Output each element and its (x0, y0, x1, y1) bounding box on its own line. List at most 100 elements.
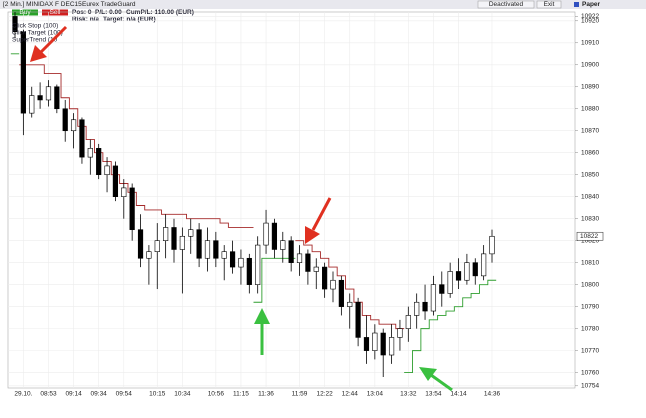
legend-entry: Click Target (100) (12, 30, 63, 37)
last-price-box (576, 231, 604, 241)
candle-body (213, 240, 219, 259)
mode-label: Paper (582, 1, 601, 8)
candle-body (37, 95, 43, 101)
y-tick-label: 10900 (581, 61, 599, 68)
candle-body (330, 279, 336, 290)
deactivated-button[interactable] (477, 0, 535, 9)
y-tick-label: 10754 (581, 383, 599, 390)
window-title: [2 Min.] MINIDAX F DEC15 (3, 1, 82, 8)
candle-body (472, 262, 478, 277)
x-tick-label: 08:53 (40, 391, 57, 398)
candle-body (221, 251, 227, 259)
x-tick-label: 13:54 (425, 391, 442, 398)
sell-button[interactable] (42, 9, 68, 16)
x-tick-label: 09:54 (116, 391, 133, 398)
candle-body (347, 301, 353, 307)
annotation-arrows (30, 25, 453, 392)
app-name: Eurex TradeGuard (82, 1, 136, 8)
candle-body (229, 251, 236, 268)
candle-body (129, 187, 135, 230)
plot-frame (7, 11, 576, 389)
candle-body (12, 16, 18, 33)
y-tick-label: 10840 (581, 193, 599, 200)
candle-body (388, 337, 395, 356)
candle-body (87, 148, 93, 158)
candle-body (489, 235, 495, 255)
candle-body (96, 148, 102, 176)
red-arrow (30, 25, 68, 62)
exit-label: Exit (544, 1, 555, 8)
y-tick-label: 10770 (581, 347, 599, 354)
y-tick-label: 10922 (581, 13, 599, 20)
y-tick-label: 10890 (581, 83, 599, 90)
x-tick-label: 10:34 (174, 391, 191, 398)
candle-body (196, 229, 202, 259)
x-tick-label: 12:22 (316, 391, 333, 398)
x-tick-label: 13:04 (367, 391, 384, 398)
x-tick-label: 14:14 (450, 391, 467, 398)
candle-body (363, 337, 370, 351)
x-tick-label: 10:56 (208, 391, 225, 398)
legend-entry: SuperTrend (10 (12, 37, 58, 44)
candle-body (112, 165, 119, 198)
candle-body (255, 244, 261, 285)
candle-body (20, 31, 26, 114)
y-tick-label: 10910 (581, 40, 599, 47)
candle-body (154, 240, 160, 252)
candle-body (322, 266, 328, 290)
x-tick-label: 09:34 (91, 391, 108, 398)
candle-body (372, 332, 378, 351)
candle-body (455, 271, 462, 281)
candle-body (146, 251, 152, 259)
x-tick-label: 11:15 (233, 391, 249, 398)
x-tick-label: 14:36 (484, 391, 501, 398)
x-tick-label: 13:32 (400, 391, 417, 398)
y-tick-label: 10790 (581, 303, 599, 310)
target: Target: n/a (EUR) (103, 16, 156, 23)
red-arrow (305, 197, 332, 244)
pl: P/L: 0.00 (95, 9, 122, 16)
candle-body (439, 284, 445, 294)
candle-body (397, 328, 403, 338)
candle-body (288, 240, 294, 263)
candle-body (188, 229, 194, 237)
candle-body (70, 119, 77, 132)
deactivated-label: Deactivated (489, 1, 524, 8)
green-arrow (254, 308, 270, 355)
candle-body (45, 86, 52, 101)
last-price-label: 10822 (580, 233, 598, 240)
buy-button[interactable] (12, 9, 38, 16)
candle-body (280, 240, 286, 250)
exit-button[interactable] (536, 0, 562, 9)
y-tick-label: 10810 (581, 259, 599, 266)
candle-body (305, 253, 311, 272)
candle-body (171, 227, 177, 250)
y-tick-label: 10850 (581, 171, 599, 178)
y-tick-label: 10920 (581, 18, 599, 25)
x-tick-label: 10:15 (149, 391, 166, 398)
candle-body (447, 271, 453, 294)
candle-body (238, 257, 244, 268)
x-tick-label: 29.10. (14, 391, 32, 398)
candle-body (380, 332, 386, 356)
candle-body (137, 229, 144, 259)
x-tick-label: 12:44 (342, 391, 359, 398)
candle-body (338, 279, 344, 307)
candle-body (430, 284, 437, 312)
y-tick-label: 10870 (581, 127, 599, 134)
x-tick-label: 11:36 (258, 391, 274, 398)
supertrend-line (10, 53, 497, 374)
plot: 10754 10760 10770 10780 10790 10800 10810 10820… (8, 12, 604, 398)
candle-body (355, 301, 361, 338)
candle-body (313, 266, 319, 272)
x-tick-label: 09:14 (65, 391, 82, 398)
candle-body (179, 235, 185, 250)
y-tick-label: 10760 (581, 369, 599, 376)
y-tick-label: 10880 (581, 105, 599, 112)
candle-body (296, 253, 303, 263)
y-tick-label: 10860 (581, 149, 599, 156)
supertrend-line (19, 64, 405, 330)
paper-icon (574, 2, 579, 7)
